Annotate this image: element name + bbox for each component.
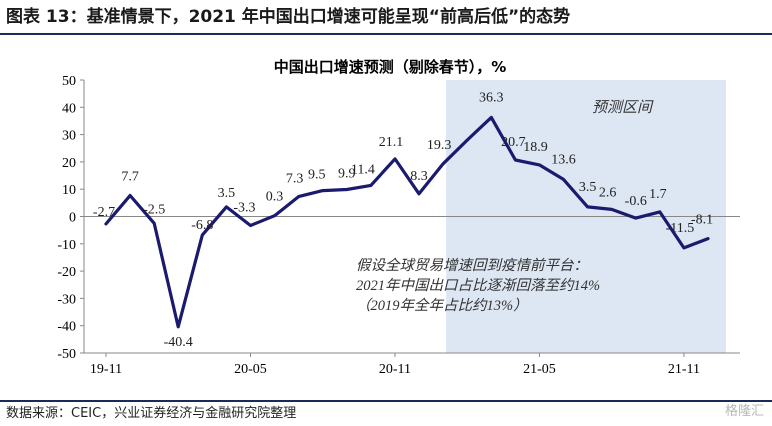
annotation-line: （2019年全年占比约13%） — [356, 297, 528, 314]
data-label: -11.5 — [666, 221, 695, 236]
data-label: -2.5 — [143, 202, 165, 217]
source-note: 数据来源：CEIC，兴业证券经济与金融研究院整理 — [6, 406, 297, 421]
data-label: -6.8 — [191, 218, 213, 233]
x-tick-label: 19-11 — [90, 362, 122, 377]
data-label: 21.1 — [379, 135, 404, 150]
data-label: 7.7 — [121, 169, 139, 184]
data-label: 20.7 — [501, 135, 526, 150]
data-label: 11.4 — [351, 162, 375, 177]
y-tick-label: 10 — [62, 183, 76, 198]
data-label: 0.3 — [266, 190, 284, 205]
watermark-logo: 格隆汇 — [724, 404, 764, 419]
data-label: -2.7 — [93, 205, 115, 220]
title-rule — [0, 33, 772, 35]
y-tick-label: 30 — [62, 129, 76, 144]
data-label: 36.3 — [479, 90, 504, 105]
data-label: 18.9 — [523, 140, 548, 155]
data-label: 13.6 — [551, 152, 576, 167]
data-label: 3.5 — [579, 180, 597, 195]
forecast-region-label: 预测区间 — [592, 99, 654, 116]
data-label: 3.5 — [218, 186, 236, 201]
annotation-line: 假设全球贸易增速回到疫情前平台： — [356, 257, 588, 274]
annotation-line: 2021年中国出口占比逐渐回落至约14% — [356, 277, 600, 294]
y-tick-label: -40 — [57, 320, 76, 335]
data-label: 2.6 — [599, 185, 617, 200]
y-tick-label: 0 — [69, 211, 76, 226]
data-label: 9.5 — [308, 168, 326, 183]
data-label: -3.3 — [233, 201, 255, 216]
x-tick-label: 21-05 — [523, 362, 556, 377]
data-label: 9.9 — [338, 166, 356, 181]
data-label: -0.6 — [625, 194, 647, 209]
x-tick-label: 20-05 — [234, 362, 267, 377]
y-tick-label: 20 — [62, 156, 76, 171]
annotation-text: 假设全球贸易增速回到疫情前平台： 2021年中国出口占比逐渐回落至约14% （201… — [356, 257, 600, 314]
x-tick-label: 20-11 — [379, 362, 411, 377]
y-tick-label: -10 — [57, 238, 76, 253]
figure-title: 图表 13：基准情景下，2021 年中国出口增速可能呈现“前高后低”的态势 — [6, 7, 571, 27]
chart-title: 中国出口增速预测（剔除春节），% — [274, 58, 507, 76]
y-tick-label: 40 — [62, 101, 76, 116]
series-line — [104, 115, 710, 329]
source-rule — [0, 400, 772, 402]
y-tick-label: 50 — [62, 74, 76, 89]
data-label: 8.3 — [410, 169, 428, 184]
y-tick-label: -50 — [57, 347, 76, 362]
data-label: 19.3 — [427, 138, 452, 153]
y-tick-label: -20 — [57, 265, 76, 280]
data-label: -40.4 — [164, 335, 193, 350]
y-tick-label: -30 — [57, 292, 76, 307]
data-label: 7.3 — [286, 172, 304, 187]
data-label: 1.7 — [649, 187, 667, 202]
x-tick-label: 21-11 — [668, 362, 700, 377]
export-growth-chart: 50 40 30 20 10 0 -10 -20 -30 -40 -50 19-11 20-05 20-1… — [57, 58, 740, 377]
data-label: -8.1 — [691, 213, 713, 228]
